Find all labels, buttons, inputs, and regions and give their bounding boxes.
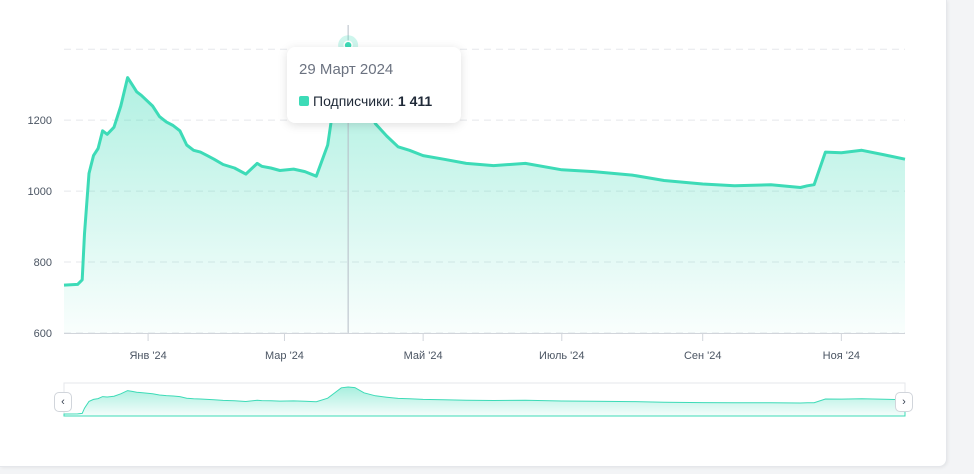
chart-tooltip: 29 Март 2024 Подписчики: 1 411 <box>287 47 461 123</box>
y-tick-label: 600 <box>34 328 52 340</box>
tooltip-row: Подписчики: 1 411 <box>299 93 432 109</box>
y-tick-label: 800 <box>34 257 52 269</box>
series-area-podpischiki <box>64 45 905 334</box>
x-axis: Янв '24 Мар '24 Май '24 Июль '24 Сен '24 Ноя … <box>64 333 905 362</box>
chevron-left-icon[interactable]: ‹ <box>54 392 72 412</box>
navigator[interactable] <box>63 382 906 417</box>
x-tick-label: Май '24 <box>404 350 443 362</box>
tooltip-date: 29 Март 2024 <box>299 61 394 78</box>
x-tick-label: Янв '24 <box>129 350 166 362</box>
x-tick-label: Ноя '24 <box>823 350 860 362</box>
x-tick-label: Мар '24 <box>265 350 304 362</box>
y-tick-label: 1200 <box>28 115 52 127</box>
tooltip-series-label: Подписчики: <box>313 93 394 109</box>
chart-card: 600 800 1000 1200 Янв '24 Мар '24 Май '24 Июль… <box>0 0 947 467</box>
y-tick-label: 1000 <box>28 186 52 198</box>
x-tick-label: Июль '24 <box>539 350 584 362</box>
subscribers-chart[interactable]: 600 800 1000 1200 Янв '24 Мар '24 Май '24 Июль… <box>0 0 946 466</box>
tooltip-series-swatch <box>299 96 309 106</box>
y-axis: 600 800 1000 1200 <box>28 115 52 340</box>
tooltip-value: 1 411 <box>397 93 433 109</box>
navigator-area <box>63 386 906 417</box>
x-tick-label: Сен '24 <box>684 350 722 362</box>
chevron-right-icon[interactable]: › <box>895 392 913 412</box>
series-line-podpischiki <box>63 43 906 287</box>
